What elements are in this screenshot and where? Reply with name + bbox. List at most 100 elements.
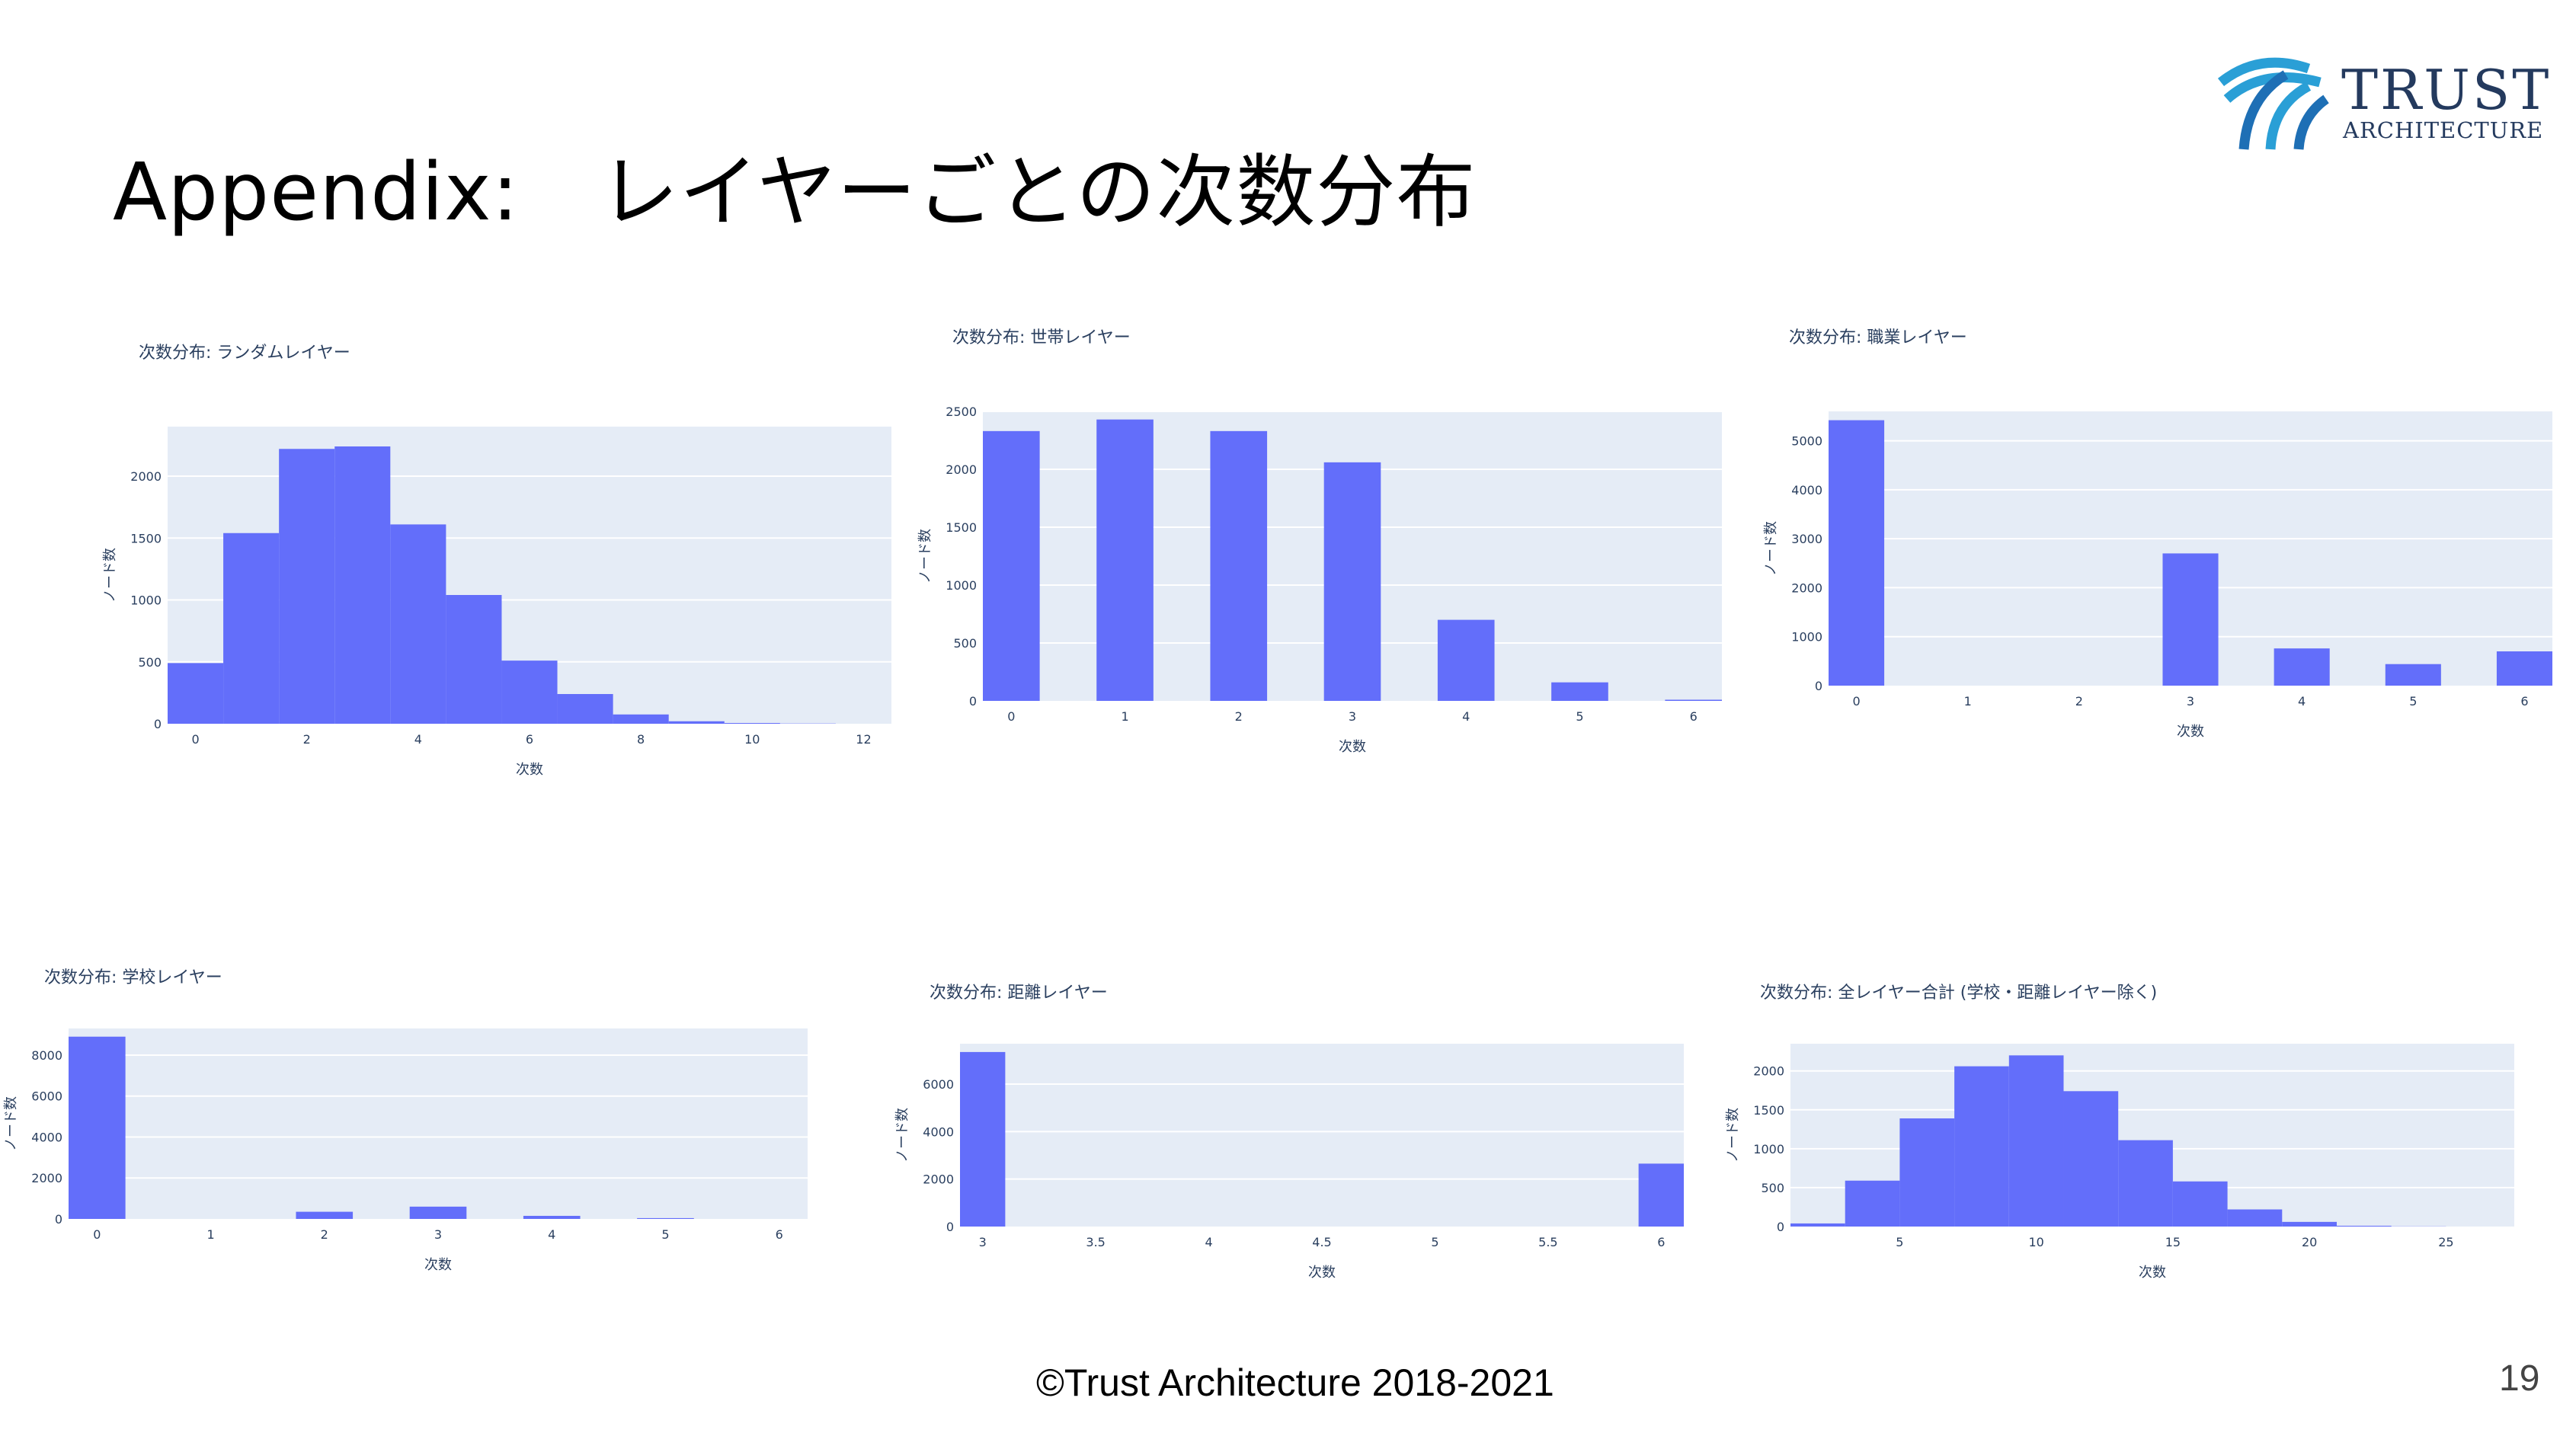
bar (1551, 682, 1608, 701)
y-tick-label: 3000 (1791, 532, 1822, 546)
y-tick-label: 1500 (1753, 1103, 1784, 1118)
bar (501, 661, 558, 724)
x-tick-label: 3.5 (1086, 1235, 1105, 1249)
y-axis-label: ノード数 (1725, 1108, 1741, 1163)
x-tick-label: 4 (1205, 1235, 1212, 1249)
bar (2172, 1181, 2228, 1227)
chart-svg: 次数分布: 職業レイヤー 0 1000 2000 3000 4000 5000 0 1 2 3 4 5 6… (1763, 328, 2552, 740)
bar (960, 1051, 1006, 1227)
x-tick-label: 1 (206, 1227, 214, 1242)
x-tick-label: 6 (1657, 1235, 1665, 1249)
trust-architecture-logo: TRUST ARCHITECTURE (2213, 52, 2549, 152)
x-tick-label: 4 (414, 732, 422, 747)
copyright-footer: ©Trust Architecture 2018-2021 (1036, 1361, 1554, 1404)
bar (2008, 1055, 2064, 1227)
bar (446, 595, 502, 724)
y-axis-label: ノード数 (894, 1108, 910, 1163)
chart-random-layer: 次数分布: ランダムレイヤー 0 500 1000 1500 2000 0 2 4 6 8 10 12 次… (99, 335, 891, 823)
chart-title: 次数分布: 全レイヤー合計 (学校・距離レイヤー除く) (1760, 984, 2157, 1003)
x-tick-label: 3 (2187, 694, 2194, 709)
x-tick-label: 8 (637, 732, 645, 747)
x-tick-label: 3 (1349, 709, 1356, 724)
chart-svg: 次数分布: 学校レイヤー 0 2000 4000 6000 8000 0 1 2 3 4 5 6 次数 ノー… (3, 968, 808, 1273)
y-tick-label: 2000 (923, 1172, 954, 1187)
x-tick-label: 1 (1964, 694, 1972, 709)
x-axis-label: 次数 (2177, 724, 2204, 740)
x-tick-label: 6 (526, 732, 533, 747)
x-tick-label: 4 (2298, 694, 2306, 709)
page-number: 19 (2499, 1358, 2540, 1399)
bar (2282, 1221, 2337, 1227)
chart-household-layer: 次数分布: 世帯レイヤー 0 500 1000 1500 2000 2500 0 1 2 3 4 5 6 次… (914, 320, 1722, 823)
y-axis-label: ノード数 (917, 529, 933, 584)
x-tick-label: 25 (2438, 1235, 2453, 1249)
x-tick-label: 3 (434, 1227, 442, 1242)
y-tick-label: 2000 (946, 462, 977, 477)
bar (1638, 1163, 1684, 1227)
y-tick-label: 5000 (1791, 434, 1822, 449)
chart-title: 次数分布: 学校レイヤー (44, 968, 222, 987)
y-tick-label: 0 (969, 694, 977, 709)
bar (390, 524, 446, 724)
x-tick-label: 12 (856, 732, 871, 747)
chart-title: 次数分布: ランダムレイヤー (139, 344, 350, 363)
bar (613, 714, 669, 724)
bar (223, 533, 280, 724)
bar (1790, 1223, 1845, 1227)
x-tick-label: 1 (1121, 709, 1128, 724)
y-tick-label: 4000 (31, 1130, 62, 1144)
bar (168, 663, 224, 724)
y-tick-label: 2500 (946, 405, 977, 419)
x-tick-label: 2 (1235, 709, 1243, 724)
x-tick-label: 10 (744, 732, 760, 747)
x-axis-label: 次数 (1308, 1265, 1336, 1281)
bar (2162, 553, 2219, 686)
bar (1665, 699, 1722, 701)
bar (1899, 1118, 1955, 1227)
x-axis-label: 次数 (516, 762, 543, 778)
x-tick-label: 5 (661, 1227, 669, 1242)
chart-title: 次数分布: 世帯レイヤー (952, 328, 1131, 347)
bar (334, 446, 391, 724)
bar (724, 723, 780, 724)
bar (2336, 1225, 2392, 1227)
y-tick-label: 6000 (923, 1077, 954, 1092)
x-tick-label: 3 (979, 1235, 987, 1249)
x-tick-label: 0 (93, 1227, 101, 1242)
x-tick-label: 5 (1896, 1235, 1903, 1249)
y-tick-label: 2000 (1791, 581, 1822, 595)
bar (2274, 648, 2330, 686)
y-tick-label: 0 (946, 1220, 954, 1234)
chart-svg: 次数分布: 世帯レイヤー 0 500 1000 1500 2000 2500 0 1 2 3 4 5 6 次… (917, 328, 1722, 755)
y-tick-label: 4000 (1791, 483, 1822, 497)
x-tick-label: 0 (1007, 709, 1015, 724)
chart-work-layer: 次数分布: 職業レイヤー 0 1000 2000 3000 4000 5000 0 1 2 3 4 5 6… (1752, 320, 2552, 808)
bar (296, 1211, 354, 1219)
y-tick-label: 1000 (946, 578, 977, 593)
chart-distance-layer: 次数分布: 距離レイヤー 0 2000 4000 6000 3 3.5 4 4.5 5 5.5 6 次数… (884, 975, 1684, 1333)
y-tick-label: 2000 (1753, 1064, 1784, 1079)
logo-mark-icon (2217, 57, 2329, 150)
x-tick-label: 20 (2302, 1235, 2317, 1249)
y-tick-label: 500 (953, 636, 977, 651)
y-tick-label: 1500 (946, 520, 977, 535)
chart-svg: 次数分布: ランダムレイヤー 0 500 1000 1500 2000 0 2 4 6 8 10 12 次… (102, 344, 891, 778)
x-tick-label: 10 (2028, 1235, 2043, 1249)
bar (1437, 619, 1495, 701)
bar (557, 694, 613, 724)
bar (523, 1215, 581, 1219)
plot-area (960, 1044, 1684, 1227)
x-tick-label: 6 (776, 1227, 783, 1242)
x-axis-label: 次数 (2139, 1265, 2166, 1281)
bar (983, 430, 1040, 701)
chart-total-layer: 次数分布: 全レイヤー合計 (学校・距離レイヤー除く) 0 500 1000 1500 2… (1722, 975, 2514, 1333)
y-axis-label: ノード数 (1763, 521, 1779, 576)
x-tick-label: 2 (321, 1227, 328, 1242)
bar (1210, 430, 1268, 701)
y-tick-label: 8000 (31, 1048, 62, 1063)
y-tick-label: 4000 (923, 1124, 954, 1139)
x-tick-label: 4 (1462, 709, 1470, 724)
x-tick-label: 5 (1576, 709, 1583, 724)
x-tick-label: 6 (1690, 709, 1698, 724)
y-tick-label: 1000 (1753, 1142, 1784, 1156)
